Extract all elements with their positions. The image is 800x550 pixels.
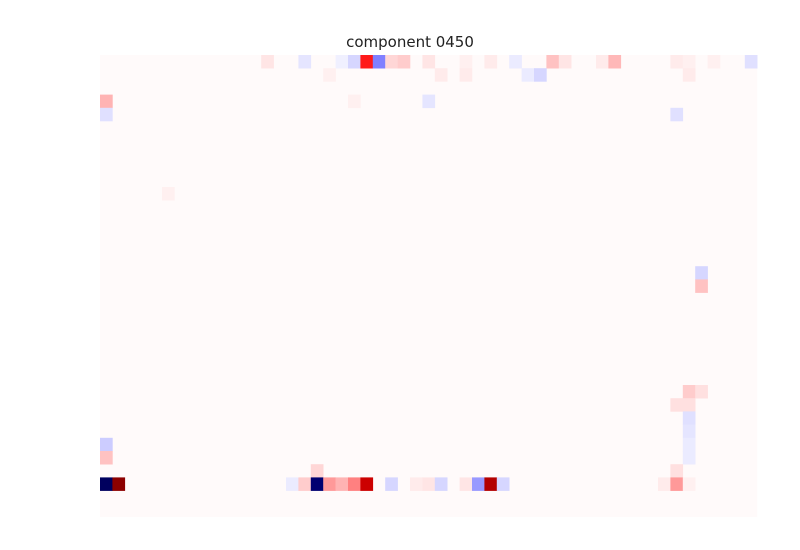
heatmap-cell [682, 55, 696, 69]
heatmap-cell [695, 266, 708, 280]
heatmap-cell [298, 477, 312, 491]
heatmap-cell [100, 107, 113, 122]
heatmap-cell [348, 477, 361, 491]
heatmap-cell [682, 398, 696, 412]
heatmap-cell [310, 464, 324, 478]
heatmap-cell [472, 477, 485, 491]
heatmap-cell [459, 68, 473, 82]
heatmap-cell [670, 55, 684, 69]
heatmap-cell [670, 464, 684, 478]
heatmap-cell [744, 55, 758, 69]
heatmap-cell [558, 55, 572, 69]
heatmap-cell [422, 55, 436, 69]
heatmap-cell [546, 55, 560, 69]
heatmap-cell [410, 477, 423, 491]
heatmap-cell [360, 477, 374, 491]
heatmap-cell [385, 55, 398, 69]
heatmap-cell [534, 68, 547, 82]
heatmap-cell [360, 55, 374, 69]
heatmap-cell [397, 55, 411, 69]
heatmap-cell [261, 55, 274, 69]
heatmap-cell [496, 477, 510, 491]
heatmap-cell [459, 55, 473, 69]
heatmap-cell [323, 477, 336, 491]
heatmap-cell [695, 279, 708, 293]
heatmap-cell [323, 68, 336, 82]
heatmap-cell [484, 477, 498, 491]
chart-title: component 0450 [346, 33, 474, 51]
heatmap-cell [658, 477, 671, 491]
heatmap-cell [310, 477, 324, 491]
heatmap-cell [100, 94, 113, 109]
heatmap-cell [484, 55, 498, 69]
heatmap-cell [335, 477, 349, 491]
heatmap-cell [682, 385, 696, 399]
heatmap-cell [434, 477, 448, 491]
heatmap-cell [298, 55, 312, 69]
heatmap-cell [162, 187, 175, 201]
heatmap-cell [100, 451, 113, 465]
heatmap-cell [608, 55, 622, 69]
heatmap-cell [422, 94, 436, 109]
heatmap-cell [112, 477, 126, 491]
heatmap-cell [682, 477, 696, 491]
heatmap-cell [100, 477, 113, 491]
heatmap-cell [286, 477, 299, 491]
heatmap-cell [459, 477, 473, 491]
heatmap-cell [596, 55, 609, 69]
heatmap-cell [682, 411, 696, 425]
heatmap-cell [422, 477, 436, 491]
heatmap-cell [348, 94, 361, 109]
heatmap-cell [682, 68, 696, 82]
heatmap-cell [682, 451, 696, 465]
heatmap-cell [670, 107, 684, 122]
heatmap-cell [682, 424, 696, 439]
heatmap-cell [682, 437, 696, 452]
heatmap-cell [348, 55, 361, 69]
heatmap-background [100, 55, 758, 517]
heatmap-cell [695, 385, 708, 399]
heatmap-cell [385, 477, 398, 491]
heatmap-cell [707, 55, 721, 69]
heatmap-cell [335, 55, 349, 69]
heatmap-grid [100, 55, 758, 517]
heatmap-cell [100, 437, 113, 452]
heatmap-cell [509, 55, 522, 69]
heatmap-cell [670, 398, 684, 412]
heatmap-cell [372, 55, 386, 69]
heatmap-cell [521, 68, 535, 82]
heatmap-cell [670, 477, 684, 491]
heatmap-cell [434, 68, 448, 82]
